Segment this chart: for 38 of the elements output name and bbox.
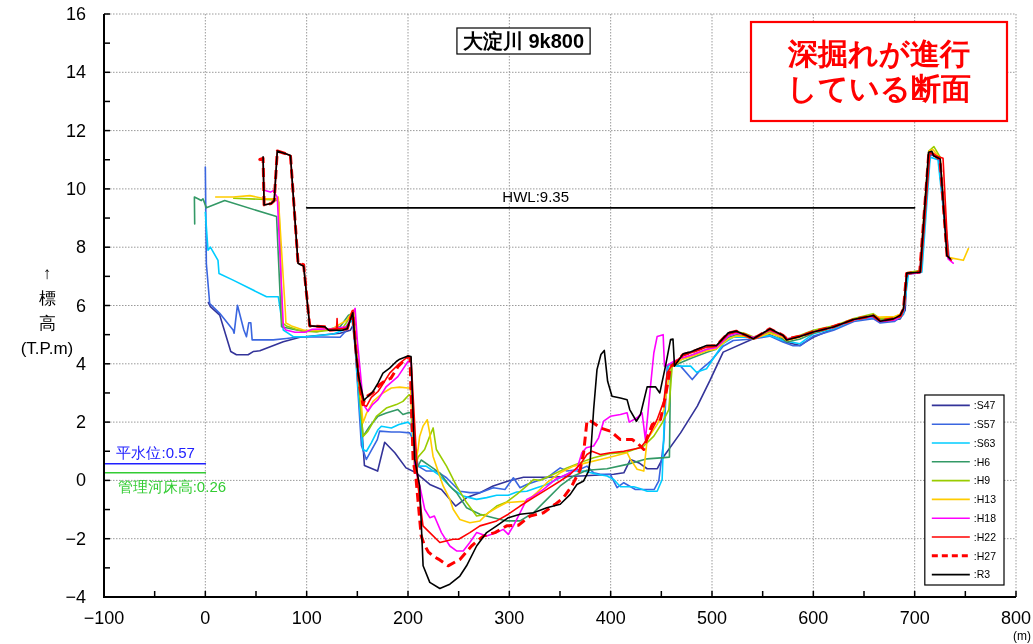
y-tick-label: 2: [75, 412, 86, 433]
x-tick-label: 600: [798, 608, 829, 628]
x-tick-label: 800: [1000, 608, 1032, 628]
legend-label: :H13: [973, 493, 997, 506]
x-tick-label: −100: [83, 608, 125, 628]
annotation: 平水位:0.57: [116, 443, 195, 461]
y-tick-label: 16: [65, 4, 86, 24]
y-tick-label: −2: [65, 528, 86, 549]
y-tick-label: 0: [75, 470, 86, 491]
x-tick-label: 700: [899, 608, 930, 628]
annotation: 深掘れが進行している断面: [787, 36, 971, 105]
x-tick-label: 500: [696, 608, 728, 628]
y-tick-label: 10: [65, 178, 86, 199]
text: 大淀川 9k800: [462, 30, 585, 52]
annotation: HWL:9.35: [502, 187, 570, 205]
y-tick-label: −4: [65, 587, 86, 607]
x-tick-label: 100: [291, 608, 322, 628]
x-tick-label: 200: [392, 608, 424, 628]
y-tick-label: 12: [65, 120, 86, 141]
legend-label: :S57: [973, 418, 996, 430]
x-tick-label: 400: [595, 608, 626, 628]
legend-label: :H22: [973, 530, 997, 543]
x-tick-label: 0: [200, 608, 211, 628]
legend-label: :S47: [973, 399, 996, 412]
y-tick-label: 4: [75, 353, 86, 374]
legend-label: :H27: [973, 549, 997, 562]
legend-label: :R3: [973, 568, 991, 581]
legend-label: :S63: [973, 436, 996, 449]
y-tick-label: 14: [65, 62, 86, 83]
y-tick-label: 8: [75, 237, 86, 258]
y-axis-title: ↑標高(T.P.m): [20, 263, 74, 358]
legend-label: :H18: [973, 512, 997, 524]
y-tick-label: 6: [75, 295, 86, 316]
legend-label: :H9: [973, 474, 991, 487]
x-axis-title: (m): [1013, 629, 1031, 643]
legend-label: :H6: [973, 455, 991, 468]
annotation: 管理河床高:0.26: [117, 477, 227, 495]
x-tick-label: 300: [494, 608, 525, 628]
